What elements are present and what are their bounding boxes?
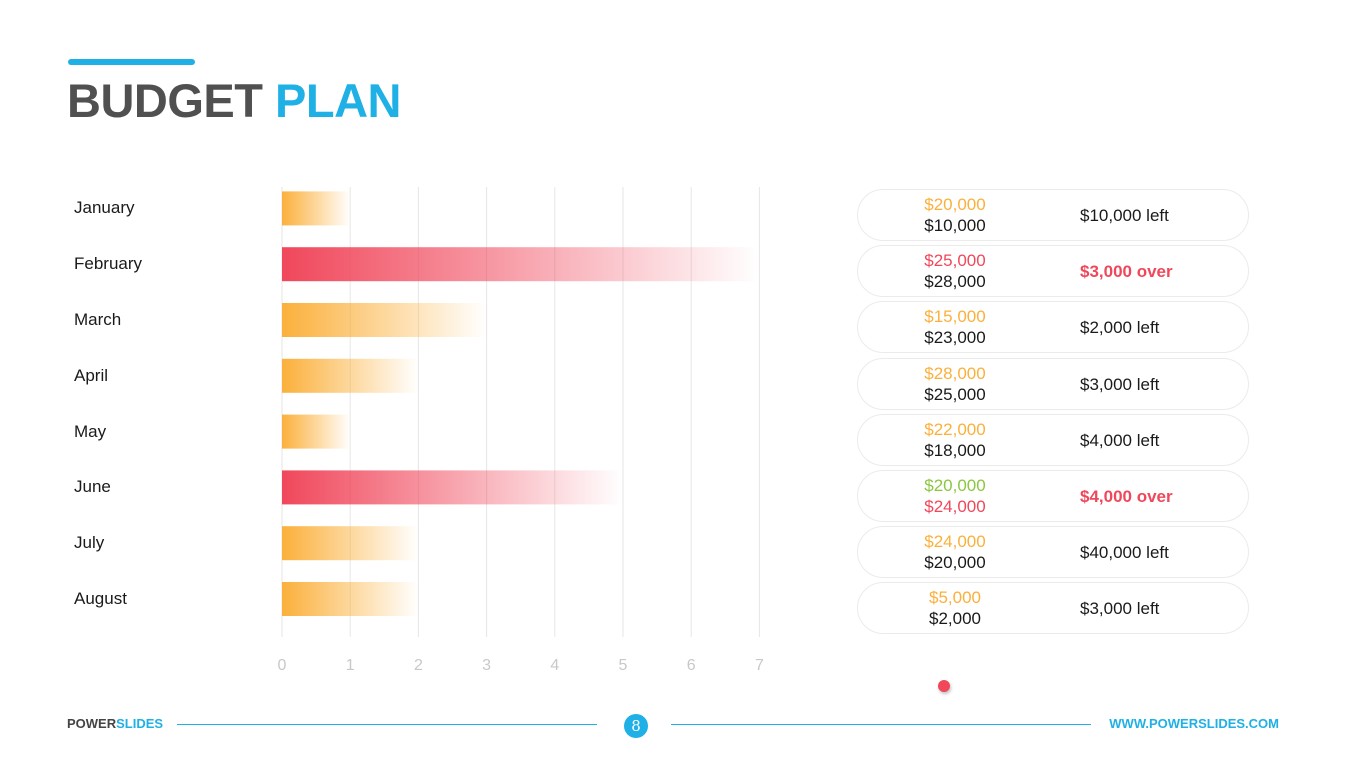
x-tick-label: 5 (619, 657, 628, 674)
red-dot-marker (938, 680, 950, 692)
month-label-july: July (74, 533, 105, 553)
budget-status: $3,000 over (1080, 262, 1173, 282)
budget-amount: $22,000 (924, 419, 986, 439)
footer-divider-left (177, 724, 597, 725)
budget-amount: $5,000 (929, 588, 981, 608)
budget-status: $4,000 over (1080, 487, 1173, 506)
chart-bars (282, 191, 760, 616)
budget-row: $24,000 $20,000 $40,000 left (857, 526, 1249, 579)
budget-row: $20,000 $10,000 $10,000 left (857, 189, 1249, 241)
budget-amount: $20,000 (924, 195, 986, 214)
budget-status: $10,000 left (1080, 206, 1169, 225)
bar-april (282, 358, 419, 393)
x-tick-label: 7 (755, 657, 764, 674)
footer-brand-logo: POWERSLIDES (67, 716, 163, 732)
actual-amount: $24,000 (924, 497, 986, 516)
budget-amount: $15,000 (924, 307, 986, 327)
footer-brand-power: POWER (67, 716, 117, 731)
budget-status: $40,000 left (1080, 543, 1169, 563)
budget-status: $2,000 left (1080, 318, 1160, 338)
x-tick-label: 3 (482, 657, 491, 674)
bar-february (282, 247, 760, 282)
month-label-june: June (74, 477, 111, 497)
month-label-august: August (74, 589, 127, 608)
budget-amount: $24,000 (924, 532, 986, 552)
bar-july (282, 526, 419, 561)
x-tick-label: 0 (278, 657, 287, 674)
actual-amount: $28,000 (924, 272, 986, 292)
month-label-february: February (74, 254, 143, 274)
page-number-badge: 8 (624, 714, 648, 738)
budget-status: $3,000 left (1080, 599, 1160, 619)
bar-march (282, 303, 487, 337)
x-tick-label: 2 (414, 657, 423, 674)
footer-brand-slides: SLIDES (116, 716, 164, 731)
budget-amount: $28,000 (924, 363, 986, 383)
month-label-may: May (74, 421, 107, 441)
budget-row: $25,000 $28,000 $3,000 over (857, 245, 1249, 298)
budget-row: $20,000 $24,000 $4,000 over (857, 470, 1249, 522)
month-label-january: January (74, 198, 135, 218)
month-label-april: April (74, 365, 109, 385)
budget-row: $22,000 $18,000 $4,000 left (857, 413, 1249, 466)
budget-row: $28,000 $25,000 $3,000 left (857, 357, 1249, 410)
budget-row: $5,000 $2,000 $3,000 left (857, 582, 1249, 635)
budget-status: $3,000 left (1080, 374, 1160, 394)
bar-may (282, 414, 351, 449)
actual-amount: $10,000 (924, 216, 986, 235)
bar-august (282, 582, 419, 616)
title-accent-bar (68, 59, 195, 65)
budget-row: $15,000 $23,000 $2,000 left (857, 301, 1249, 354)
chart-x-tick-labels: 0 1 2 3 4 5 6 7 (278, 657, 764, 674)
actual-amount: $2,000 (929, 609, 981, 629)
actual-amount: $18,000 (924, 440, 986, 460)
budget-amount: $25,000 (924, 251, 986, 271)
month-label-march: March (74, 310, 122, 329)
x-tick-label: 1 (346, 657, 355, 674)
bar-january (282, 191, 351, 226)
budget-amount: $20,000 (924, 476, 986, 495)
footer-divider-right (671, 724, 1091, 725)
slide-title: BUDGET PLAN (67, 74, 401, 128)
title-word-budget: BUDGET (67, 74, 263, 127)
footer-website-url: WWW.POWERSLIDES.COM (1109, 716, 1279, 731)
bar-june (282, 470, 623, 505)
actual-amount: $20,000 (924, 553, 986, 573)
x-tick-label: 6 (687, 657, 696, 674)
actual-amount: $23,000 (924, 328, 986, 348)
title-word-plan: PLAN (275, 74, 401, 127)
x-tick-label: 4 (550, 657, 559, 674)
actual-amount: $25,000 (924, 384, 986, 404)
budget-status: $4,000 left (1080, 430, 1160, 450)
